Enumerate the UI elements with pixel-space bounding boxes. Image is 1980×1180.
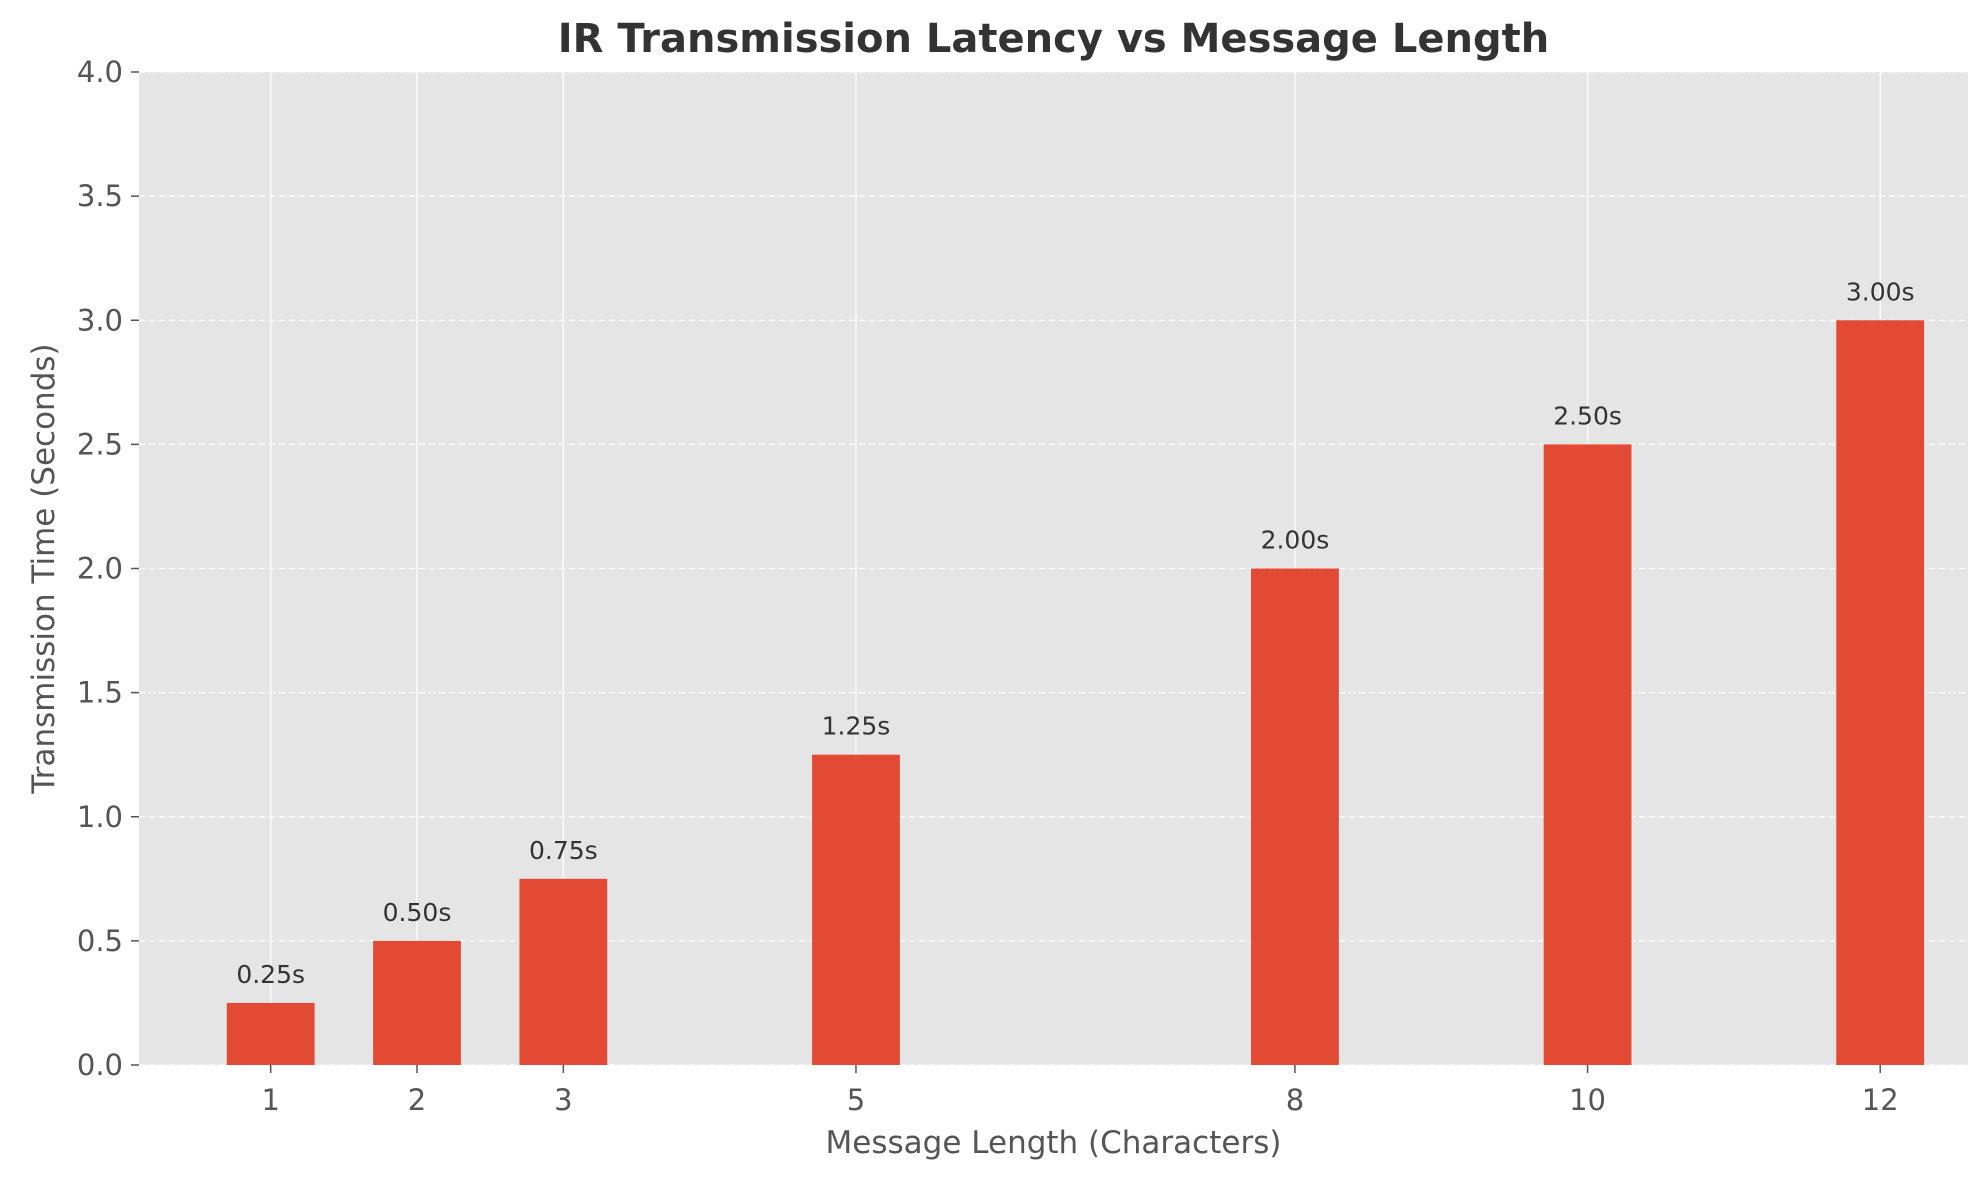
- bars: [226, 320, 1925, 1065]
- bar: [812, 754, 900, 1065]
- y-axis-label: Transmission Time (Seconds): [26, 343, 62, 794]
- bar: [1836, 320, 1925, 1065]
- bar: [519, 878, 608, 1065]
- y-tick-label: 3.5: [77, 179, 123, 213]
- x-tick-label: 1: [261, 1083, 279, 1117]
- y-tick-label: 0.5: [77, 924, 123, 958]
- x-tick-label: 10: [1569, 1083, 1606, 1117]
- bar: [1251, 568, 1339, 1065]
- bar: [1543, 444, 1632, 1065]
- x-tick-label: 5: [847, 1083, 865, 1117]
- bar-value-label: 0.25s: [236, 960, 305, 989]
- y-tick-label: 1.5: [77, 676, 123, 710]
- bar: [226, 1002, 315, 1065]
- bar-value-label: 2.50s: [1553, 401, 1622, 430]
- tick-marks: 0.00.51.01.52.02.53.03.54.01 2 3 5 8 10 12: [77, 55, 1899, 1117]
- x-tick-label: 2: [408, 1083, 426, 1117]
- bar-value-label: 2.00s: [1261, 526, 1330, 555]
- chart-title: IR Transmission Latency vs Message Lengt…: [558, 16, 1549, 62]
- y-tick-label: 0.0: [77, 1048, 123, 1082]
- y-tick-label: 2.5: [77, 427, 123, 461]
- y-tick-label: 3.0: [77, 303, 123, 337]
- bar-value-label: 0.75s: [529, 836, 598, 865]
- bar-value-label: 0.50s: [383, 898, 452, 927]
- data-labels: 0.25s 0.50s 0.75s 1.25s 2.00s 2.50s 3.00s: [236, 277, 1914, 989]
- x-tick-label: 8: [1286, 1083, 1304, 1117]
- x-tick-label: 3: [554, 1083, 572, 1117]
- y-tick-label: 1.0: [77, 800, 123, 834]
- x-axis-label: Message Length (Characters): [826, 1125, 1282, 1161]
- x-tick-label: 12: [1862, 1083, 1899, 1117]
- bar-value-label: 3.00s: [1846, 277, 1915, 306]
- bar: [373, 940, 461, 1065]
- bar-value-label: 1.25s: [822, 712, 891, 741]
- y-tick-label: 2.0: [77, 552, 123, 586]
- y-tick-label: 4.0: [77, 55, 123, 89]
